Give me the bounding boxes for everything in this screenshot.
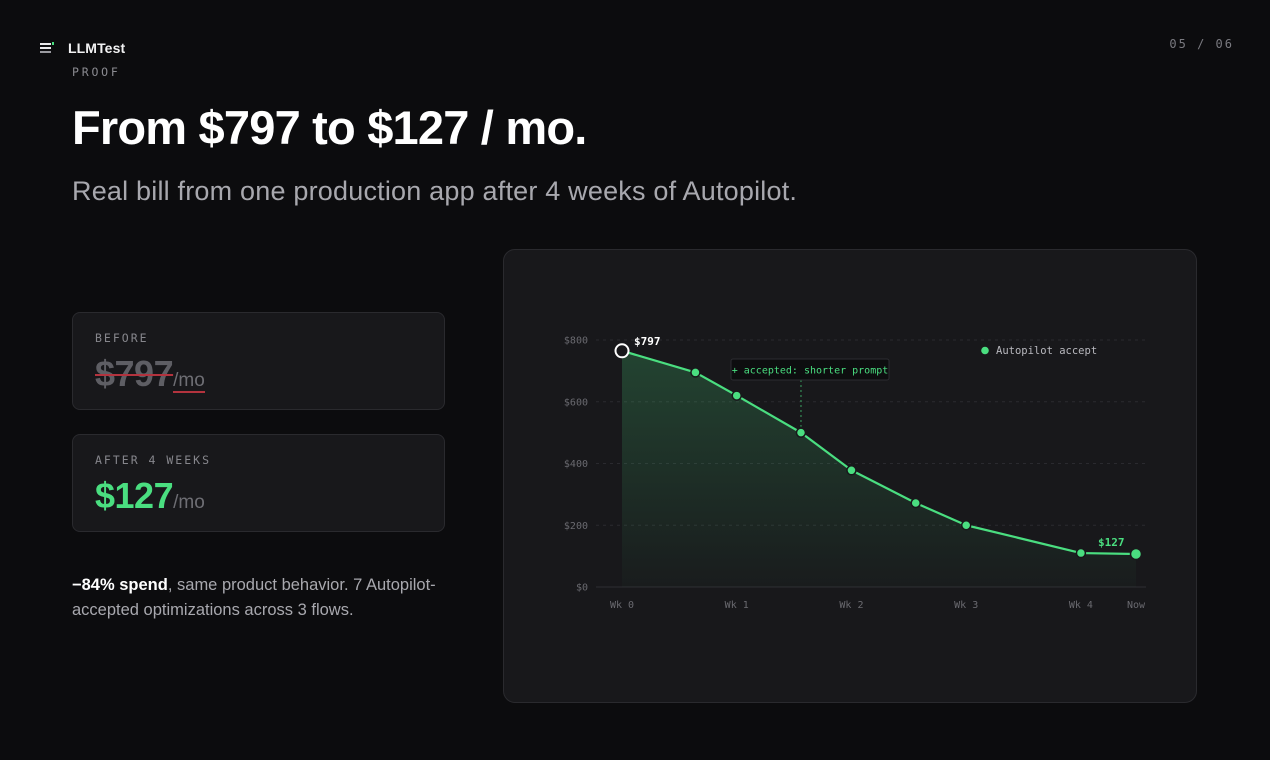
data-point [846,465,857,476]
brand: LLMTest [40,40,125,56]
data-point-end [1129,547,1143,561]
after-unit: /mo [173,492,205,513]
x-tick-label: Wk 3 [954,600,978,611]
x-tick-label: Wk 2 [839,600,863,611]
x-tick-label: Now [1127,600,1146,611]
x-tick-label: Wk 4 [1069,600,1093,611]
legend-label: Autopilot accept [996,345,1097,357]
callout-text: + accepted: shorter prompt [732,366,889,377]
summary-highlight: −84% spend [72,576,168,594]
page-title: From $797 to $127 / mo. [72,101,587,154]
data-point-start [614,343,630,359]
data-point [1075,547,1087,559]
page-subtitle: Real bill from one production app after … [72,176,798,206]
page-counter: 05 / 06 [1169,37,1234,51]
start-value-label: $797 [634,335,661,348]
cost-chart-panel: $0 $200 $400 $600 $800 Wk 0 Wk 1 Wk 2 Wk 3 Wk 4 No… [503,249,1197,703]
before-label: BEFORE [95,331,149,345]
series-area [622,350,1136,587]
data-point [795,427,807,438]
y-tick-label: $800 [564,336,588,347]
callout-box [730,358,890,381]
y-tick-label: $0 [576,583,588,594]
section-eyebrow: PROOF [72,65,121,79]
legend-marker [981,346,989,355]
brand-name: LLMTest [68,40,126,56]
y-tick-label: $400 [564,459,588,470]
before-unit: /mo [173,370,205,393]
summary-rest: , same product behavior. 7 Autopilot-acc… [72,576,436,619]
before-stat-card: BEFORE $797/mo [72,312,445,410]
end-value-label: $127 [1098,536,1125,549]
y-tick-label: $600 [564,397,588,408]
summary-text: −84% spend, same product behavior. 7 Aut… [72,573,452,623]
x-tick-label: Wk 1 [725,600,749,611]
x-tick-label: Wk 0 [610,600,634,611]
data-point [960,520,972,531]
data-point [910,497,921,509]
stacked-layers-icon [40,42,54,54]
after-value: $127 [95,475,174,516]
data-point [690,367,701,378]
after-stat-card: AFTER 4 WEEKS $127/mo [72,434,445,532]
y-tick-label: $200 [564,521,588,532]
data-point [731,390,742,401]
after-label: AFTER 4 WEEKS [95,453,212,467]
cost-line-chart: $0 $200 $400 $600 $800 Wk 0 Wk 1 Wk 2 Wk 3 Wk 4 No… [564,335,1146,611]
before-value: $797 [95,353,174,394]
